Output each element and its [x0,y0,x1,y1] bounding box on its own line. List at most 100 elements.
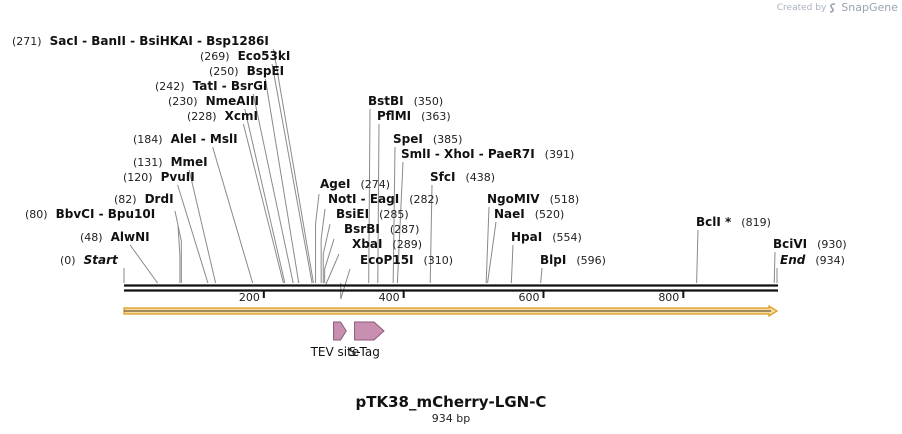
site-eco53ki[interactable]: (269) Eco53kI [200,49,290,63]
site-line-eco53ki [271,63,313,284]
site-line-ngomiv [485,206,490,284]
site-name-sfci[interactable]: SfcI [430,170,455,184]
site-line-xbai [325,253,340,285]
feature-tev-site[interactable]: TEV site [310,321,360,359]
plasmid-name: pTK38_mCherry-LGN-C [355,393,547,411]
site-nmeaiii[interactable]: (230) NmeAIII [168,94,259,108]
site-name-mmei[interactable]: MmeI [171,155,208,169]
site-line-alwni [129,244,158,284]
site-name-spei[interactable]: SpeI [393,132,423,146]
site-position-smli: (391) [545,148,575,161]
site-name-bbvci[interactable]: BbvCI - Bpu10I [56,207,156,221]
site-line-pvuii [177,184,209,284]
site-alei[interactable]: (184) AleI - MslI [133,132,238,146]
site-name-eco53ki[interactable]: Eco53kI [238,49,291,63]
snapgene-logo-icon [830,2,836,13]
site-pvuii[interactable]: (120) PvuII [123,170,195,184]
site-agei[interactable]: AgeI (274) [320,177,390,191]
site-name-pflmi[interactable]: PflMI [377,109,411,123]
site-ngomiv[interactable]: NgoMIV (518) [487,192,579,206]
site-end[interactable]: End (934) [780,253,845,267]
tick-label-800: 800 [658,291,679,304]
site-bbvci[interactable]: (80) BbvCI - Bpu10I [25,207,155,221]
site-line-bcivi [773,251,776,284]
feature-label-s-tag: S-Tag [349,345,380,359]
site-bcli[interactable]: BclI * (819) [696,215,771,229]
site-smli[interactable]: SmlI - XhoI - PaeR7I (391) [401,147,574,161]
site-blpi[interactable]: BlpI (596) [540,253,606,267]
site-drdi[interactable]: (82) DrdI [114,192,174,206]
site-bspei[interactable]: (250) BspEI [209,64,284,78]
site-name-bspei[interactable]: BspEI [247,64,285,78]
site-spei[interactable]: SpeI (385) [393,132,462,146]
site-name-alwni[interactable]: AlwNI [111,230,150,244]
site-name-smli[interactable]: SmlI - XhoI - PaeR7I [401,147,535,161]
site-ecop15i[interactable]: EcoP15I (310) [360,253,453,267]
site-position-bbvci: (80) [25,208,48,221]
site-hpai[interactable]: HpaI (554) [511,230,582,244]
site-name-nmeaiii[interactable]: NmeAIII [206,94,259,108]
feature-arrow-tev-site[interactable] [333,321,347,341]
site-position-alei: (184) [133,133,163,146]
site-noti[interactable]: NotI - EagI (282) [328,192,439,206]
site-mmei[interactable]: (131) MmeI [133,155,208,169]
site-lines [123,48,778,300]
site-position-bsiei: (285) [379,208,409,221]
site-pflmi[interactable]: PflMI (363) [377,109,451,123]
site-position-pflmi: (363) [421,110,451,123]
site-name-ngomiv[interactable]: NgoMIV [487,192,540,206]
site-name-tati[interactable]: TatI - BsrGI [193,79,268,93]
site-bsrbi[interactable]: BsrBI (287) [344,222,419,236]
site-name-blpi[interactable]: BlpI [540,253,566,267]
site-name-bstbi[interactable]: BstBI [368,94,404,108]
site-start[interactable]: (0) Start [60,253,119,267]
site-name-saci[interactable]: SacI - BanII - BsiHKAI - Bsp1286I [50,34,269,48]
site-name-xbai[interactable]: XbaI [352,237,382,251]
site-name-bcli[interactable]: BclI * [696,215,732,229]
site-position-xcmi: (228) [187,110,217,123]
site-position-saci: (271) [12,35,42,48]
site-position-bspei: (250) [209,65,239,78]
site-name-drdi[interactable]: DrdI [145,192,174,206]
site-sfci[interactable]: SfcI (438) [430,170,495,184]
site-position-bcivi: (930) [817,238,847,251]
site-name-bcivi[interactable]: BciVI [773,237,807,251]
site-line-hpai [510,244,514,284]
site-xcmi[interactable]: (228) XcmI [187,109,258,123]
site-xbai[interactable]: XbaI (289) [352,237,422,251]
site-line-drdi [174,210,182,283]
site-position-tati: (242) [155,80,185,93]
site-line-smli [396,161,404,284]
site-name-pvuii[interactable]: PvuII [161,170,195,184]
site-position-xbai: (289) [392,238,422,251]
site-name-hpai[interactable]: HpaI [511,230,542,244]
site-bcivi[interactable]: BciVI (930) [773,237,847,251]
site-tati[interactable]: (242) TatI - BsrGI [155,79,267,93]
site-name-agei[interactable]: AgeI [320,177,350,191]
site-name-bsrbi[interactable]: BsrBI [344,222,380,236]
site-position-hpai: (554) [552,231,582,244]
snapgene-watermark: Created by SnapGene [777,1,898,14]
site-name-end[interactable]: End [780,253,806,267]
site-position-nmeaiii: (230) [168,95,198,108]
feature-s-tag[interactable]: S-Tag [349,321,385,359]
site-bstbi[interactable]: BstBI (350) [368,94,443,108]
site-bsiei[interactable]: BsiEI (285) [336,207,409,221]
site-line-nmeaiii [244,108,286,284]
site-name-alei[interactable]: AleI - MslI [171,132,238,146]
site-position-mmei: (131) [133,156,163,169]
site-saci[interactable]: (271) SacI - BanII - BsiHKAI - Bsp1286I [12,34,269,48]
site-line-ecop15i [340,268,351,300]
site-alwni[interactable]: (48) AlwNI [80,230,150,244]
site-position-end: (934) [815,254,845,267]
site-name-start[interactable]: Start [84,253,119,267]
feature-arrow-s-tag[interactable] [354,321,385,341]
site-naei[interactable]: NaeI (520) [494,207,564,221]
site-name-xcmi[interactable]: XcmI [225,109,258,123]
site-name-noti[interactable]: NotI - EagI [328,192,399,206]
site-name-naei[interactable]: NaeI [494,207,525,221]
site-name-ecop15i[interactable]: EcoP15I [360,253,414,267]
site-name-bsiei[interactable]: BsiEI [336,207,369,221]
